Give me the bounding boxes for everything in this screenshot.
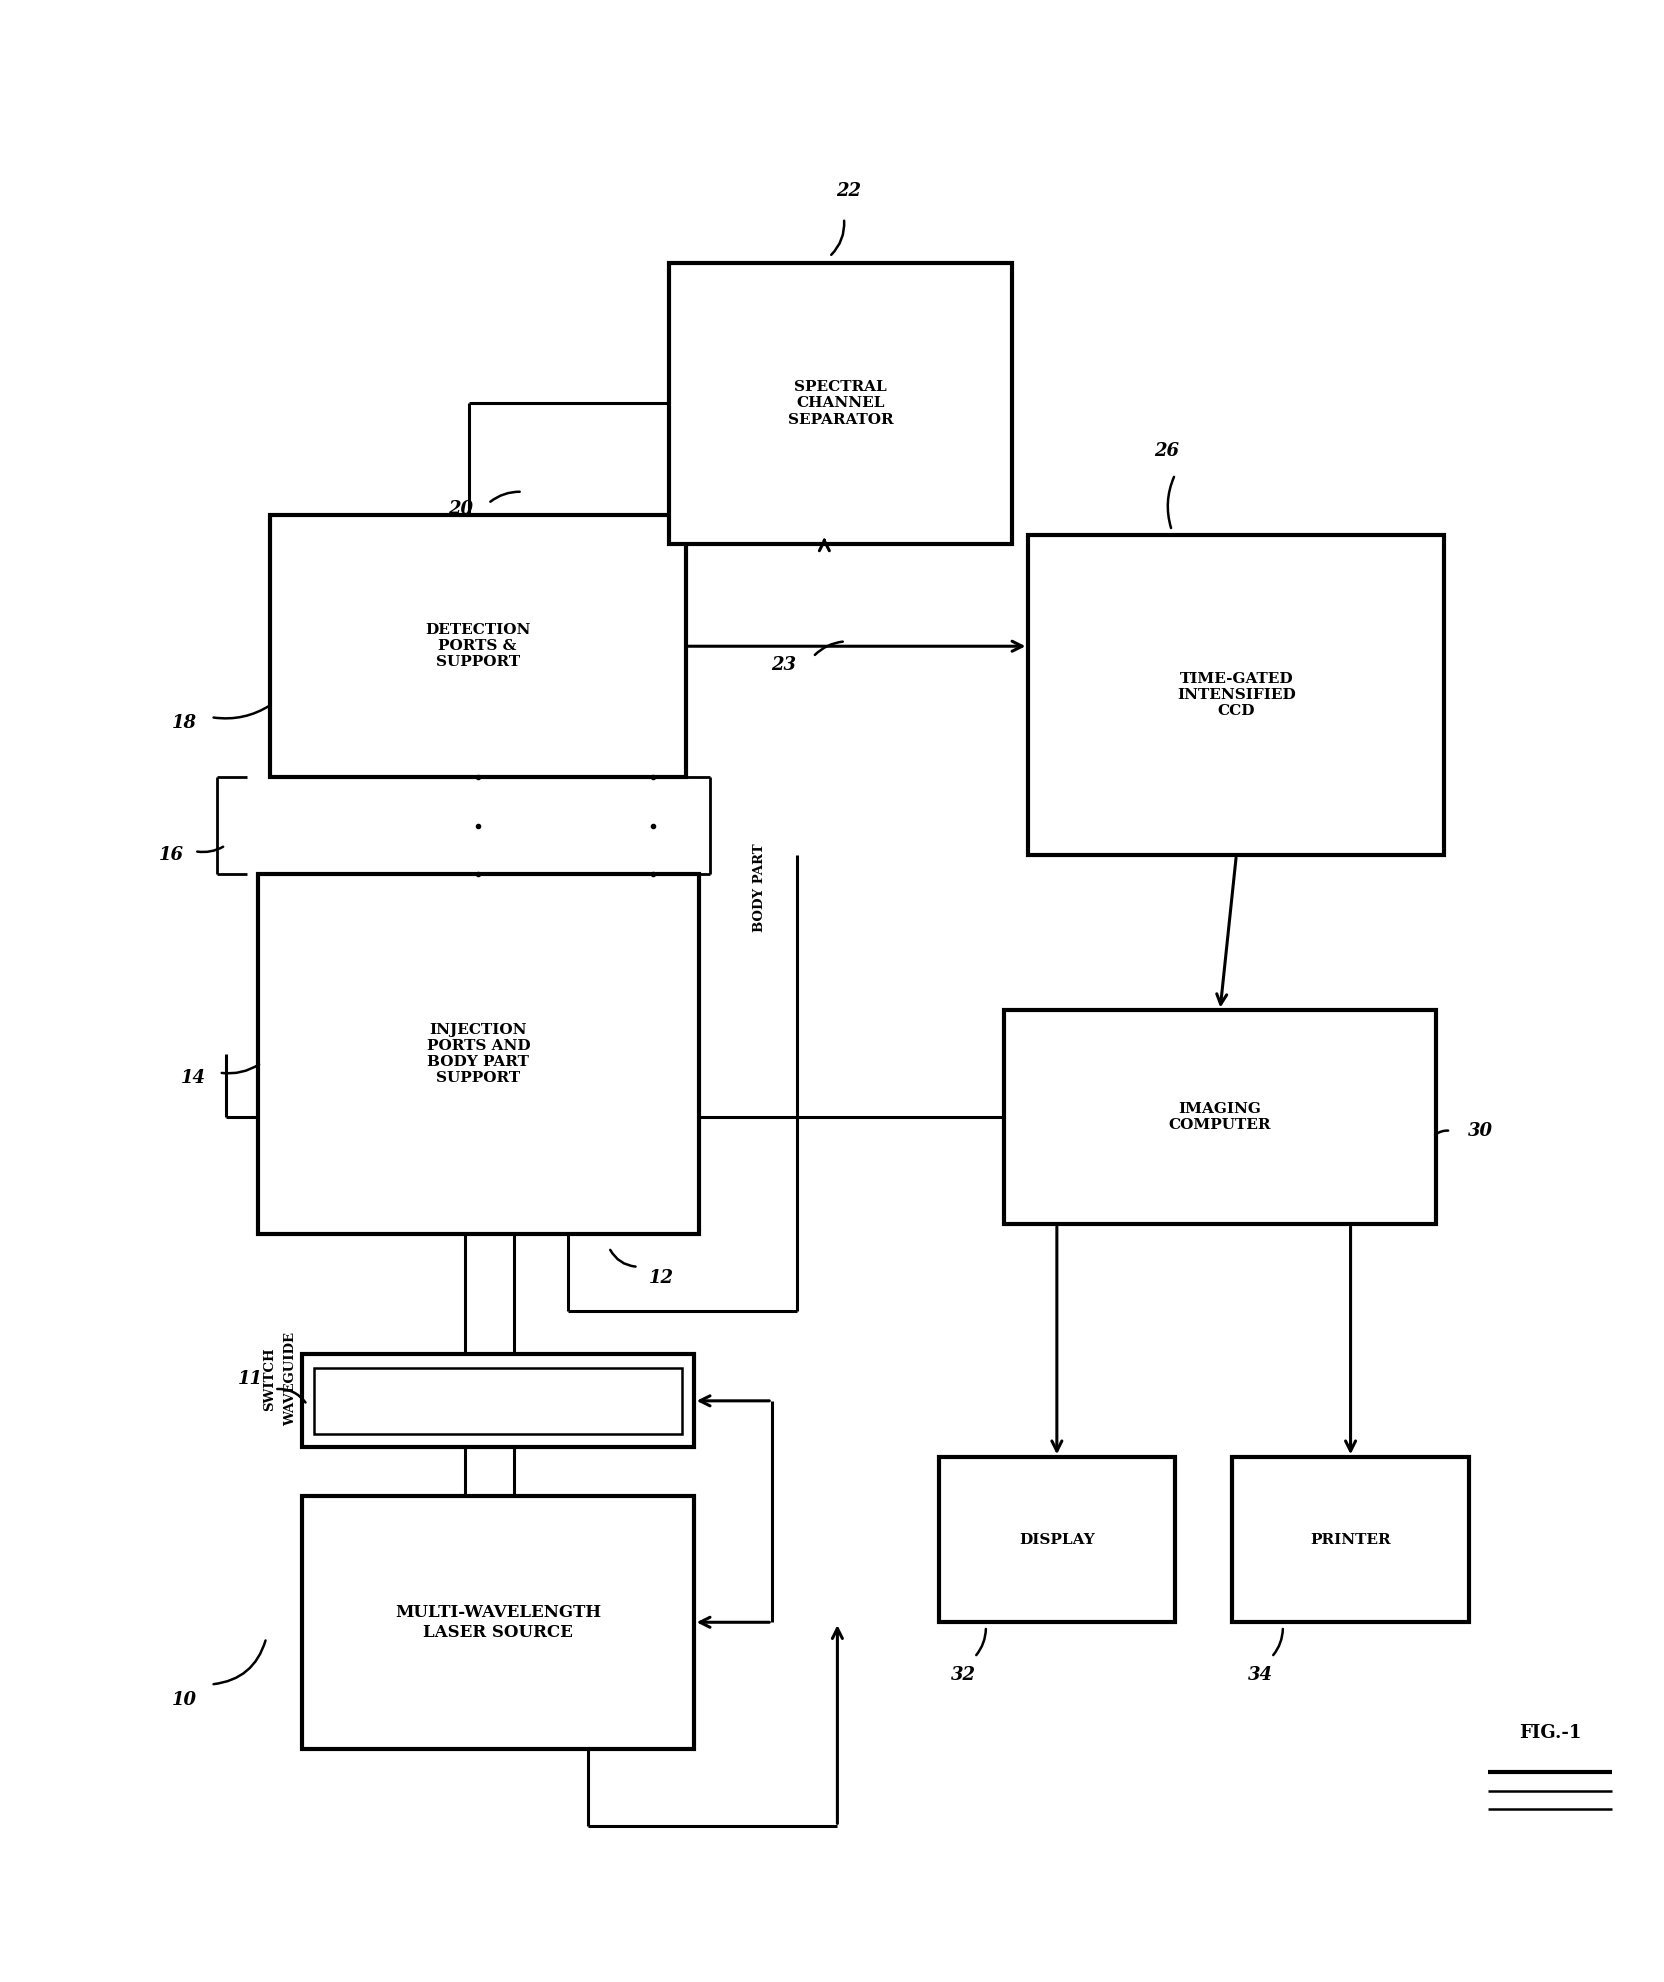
Text: 23: 23	[770, 656, 795, 674]
Text: WAVEGUIDE: WAVEGUIDE	[285, 1332, 298, 1427]
Text: PRINTER: PRINTER	[1310, 1532, 1389, 1546]
Text: SWITCH: SWITCH	[263, 1348, 276, 1411]
FancyBboxPatch shape	[1003, 1011, 1436, 1225]
Text: 11: 11	[238, 1370, 263, 1389]
FancyBboxPatch shape	[301, 1354, 694, 1447]
Text: SPECTRAL
CHANNEL
SEPARATOR: SPECTRAL CHANNEL SEPARATOR	[787, 381, 894, 426]
FancyBboxPatch shape	[1231, 1457, 1468, 1621]
FancyBboxPatch shape	[1028, 535, 1444, 854]
Text: 34: 34	[1246, 1665, 1271, 1685]
Text: DETECTION
PORTS &
SUPPORT: DETECTION PORTS & SUPPORT	[424, 622, 529, 670]
Text: IMAGING
COMPUTER: IMAGING COMPUTER	[1168, 1102, 1271, 1132]
Text: 18: 18	[171, 714, 196, 731]
FancyBboxPatch shape	[301, 1496, 694, 1748]
Text: 32: 32	[950, 1665, 975, 1685]
Text: 26: 26	[1153, 442, 1178, 460]
Text: 30: 30	[1468, 1122, 1493, 1140]
Text: 20: 20	[448, 499, 473, 519]
Text: BODY PART: BODY PART	[752, 844, 765, 932]
FancyBboxPatch shape	[938, 1457, 1175, 1621]
Text: INJECTION
PORTS AND
BODY PART
SUPPORT: INJECTION PORTS AND BODY PART SUPPORT	[426, 1023, 529, 1086]
FancyBboxPatch shape	[270, 515, 686, 777]
Text: 22: 22	[835, 182, 860, 200]
Text: FIG.-1: FIG.-1	[1518, 1724, 1581, 1742]
FancyBboxPatch shape	[669, 262, 1012, 545]
Text: 14: 14	[180, 1070, 205, 1088]
Text: 10: 10	[171, 1691, 196, 1708]
Text: DISPLAY: DISPLAY	[1018, 1532, 1093, 1546]
FancyBboxPatch shape	[258, 874, 699, 1233]
Text: 16: 16	[160, 846, 185, 864]
Text: 12: 12	[649, 1268, 674, 1288]
Text: TIME-GATED
INTENSIFIED
CCD: TIME-GATED INTENSIFIED CCD	[1176, 672, 1295, 717]
Text: MULTI-WAVELENGTH
LASER SOURCE: MULTI-WAVELENGTH LASER SOURCE	[394, 1603, 601, 1641]
